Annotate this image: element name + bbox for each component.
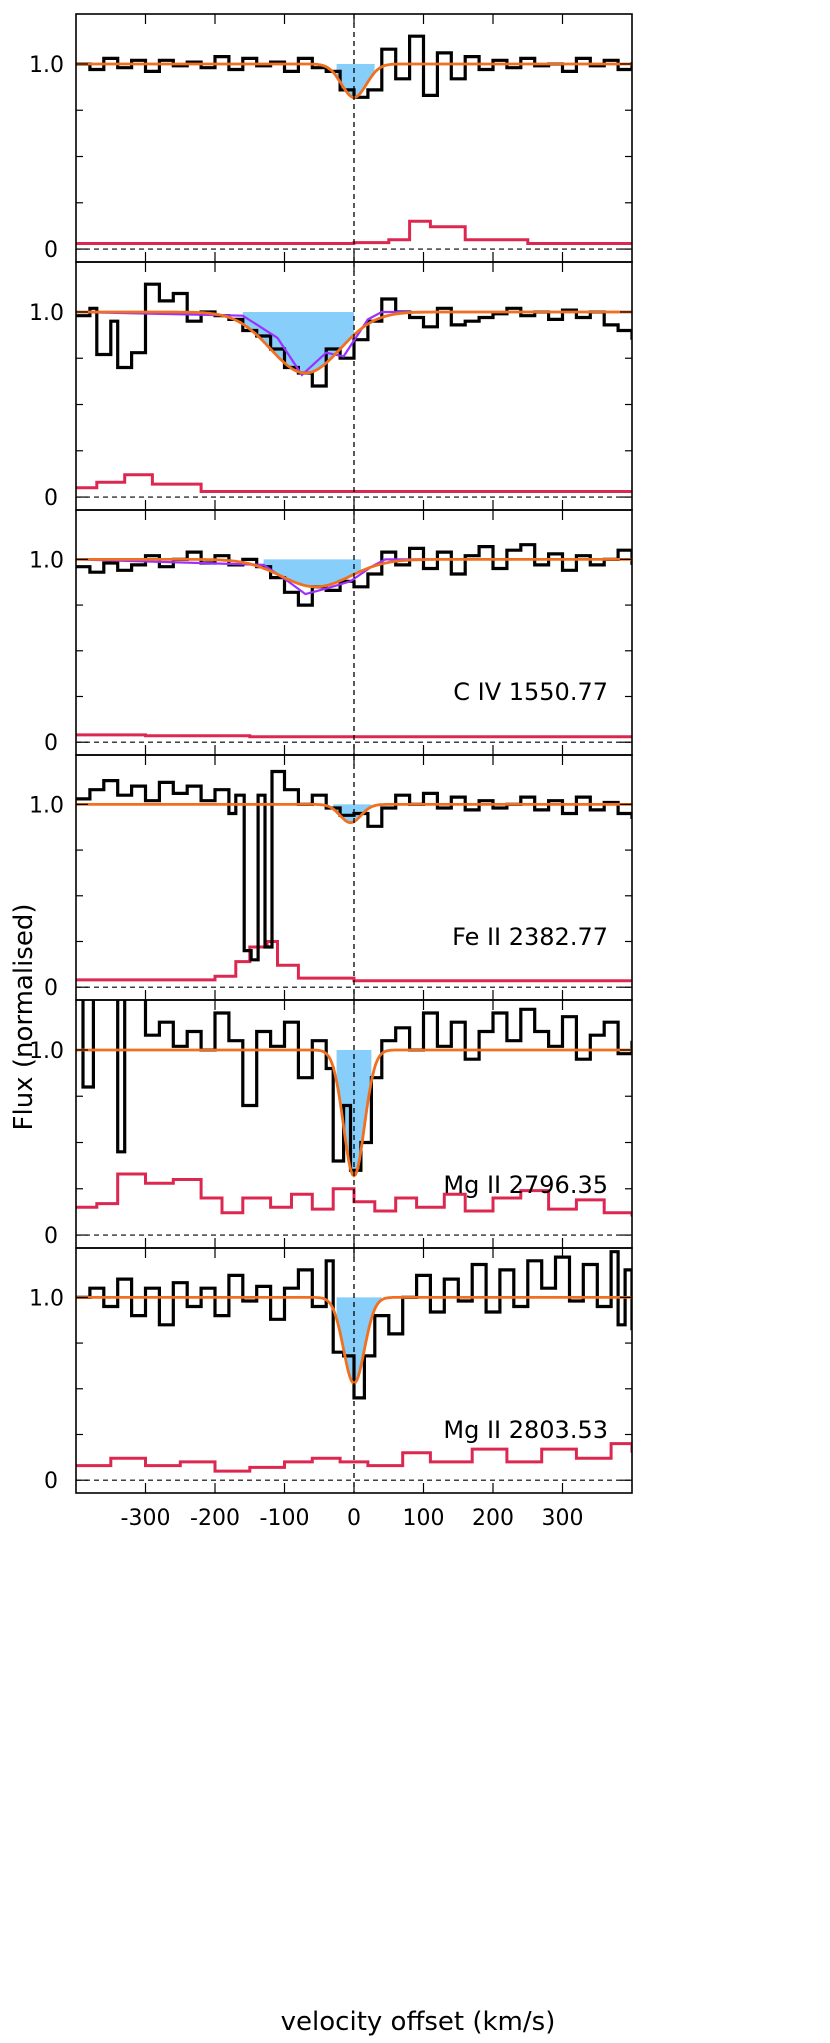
spectrum-panel-6: 1.0 0 Mg II 2803.53 xyxy=(29,1247,633,1494)
x-tick-label: 300 xyxy=(542,1506,584,1531)
spectrum-panel-4: 1.0 0 Fe II 2382.77 xyxy=(29,754,633,1001)
spectrum-panel-3: 1.0 0 C IV 1550.77 xyxy=(29,509,633,756)
y-tick-label: 0 xyxy=(44,486,58,511)
y-tick-label: 1.0 xyxy=(29,1039,64,1064)
spectrum-panel-1: 1.00 xyxy=(29,13,633,263)
y-axis-label: Flux (normalised) xyxy=(9,904,39,1131)
transition-label: Mg II 2803.53 xyxy=(443,1416,608,1444)
x-tick-label: 200 xyxy=(472,1506,514,1531)
transition-label: Fe II 2382.77 xyxy=(452,923,608,951)
x-axis: -300 -200 -100 0 100 200 300 xyxy=(121,1506,584,1531)
y-tick-label: 0 xyxy=(44,1469,58,1494)
x-tick-label: 0 xyxy=(347,1506,361,1531)
flux-spectrum xyxy=(81,1000,632,1172)
absorption-fill xyxy=(242,312,354,373)
x-tick-label: -100 xyxy=(260,1506,310,1531)
error-spectrum xyxy=(76,1172,632,1217)
spectrum-panel-2: 1.00 xyxy=(29,261,633,511)
absorption-fill xyxy=(263,559,361,587)
y-tick-label: 0 xyxy=(44,731,58,756)
x-tick-label: 100 xyxy=(403,1506,445,1531)
y-tick-label: 1.0 xyxy=(29,53,64,78)
error-spectrum xyxy=(76,1442,632,1473)
x-tick-label: -300 xyxy=(121,1506,171,1531)
transition-label: Mg II 2796.35 xyxy=(443,1171,608,1199)
y-tick-label: 0 xyxy=(44,1224,58,1249)
component-fit-line xyxy=(76,310,632,377)
transition-label: C IV 1550.77 xyxy=(453,678,608,706)
error-spectrum xyxy=(76,733,632,739)
x-tick-label: -200 xyxy=(190,1506,240,1531)
y-tick-label: 1.0 xyxy=(29,1286,64,1311)
x-axis-label: velocity offset (km/s) xyxy=(281,2007,556,2037)
error-spectrum xyxy=(76,473,632,493)
panel-plot-area xyxy=(76,282,632,498)
y-tick-label: 0 xyxy=(44,238,58,263)
y-tick-label: 1.0 xyxy=(29,793,64,818)
y-tick-label: 1.0 xyxy=(29,548,64,573)
spectrum-panel-5: 1.0 0 Mg II 2796.35 xyxy=(29,999,633,1249)
flux-spectrum xyxy=(76,1250,632,1400)
error-spectrum xyxy=(76,940,632,983)
y-tick-label: 0 xyxy=(44,976,58,1001)
y-tick-label: 1.0 xyxy=(29,301,64,326)
